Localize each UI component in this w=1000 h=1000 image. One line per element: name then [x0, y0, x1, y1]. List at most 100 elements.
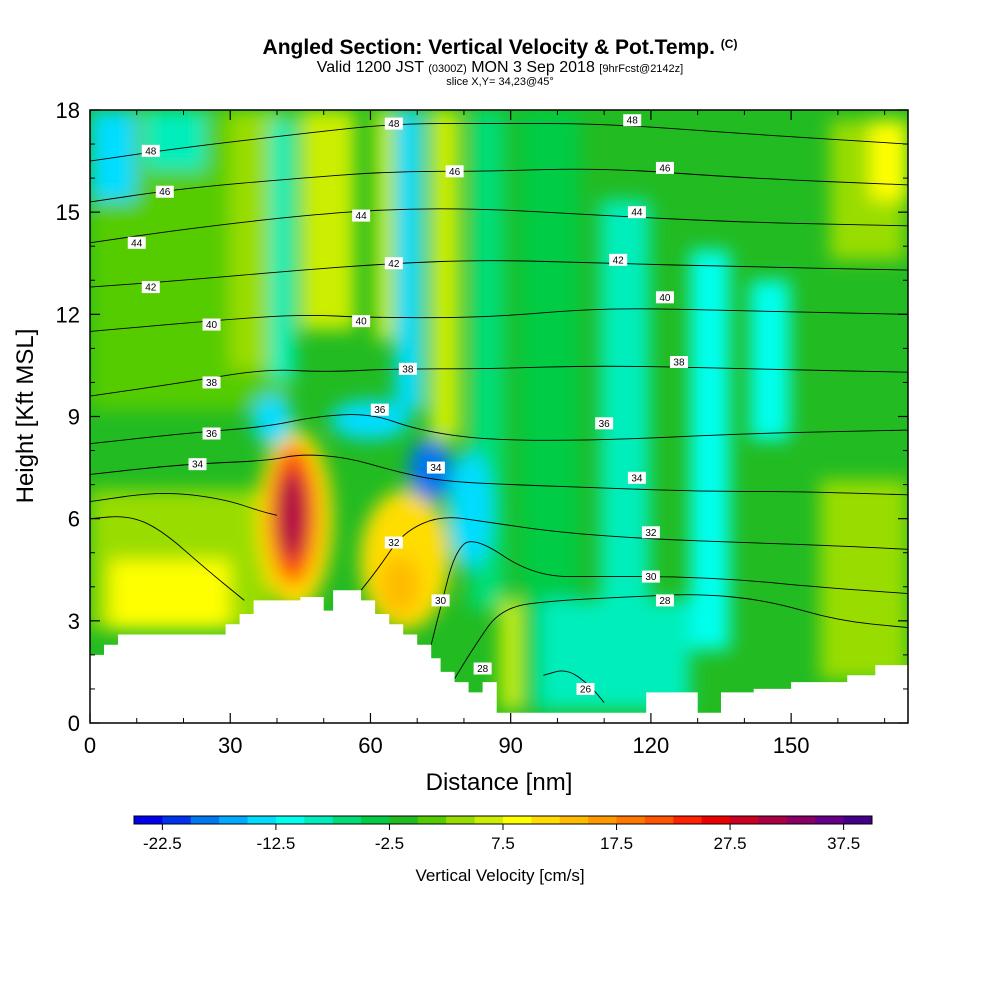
contour-label: 40 [655, 291, 674, 304]
theta-contour-34 [90, 454, 908, 496]
contour-label: 26 [576, 682, 595, 695]
velocity-blob [110, 560, 230, 630]
chart-title-main: Angled Section: Vertical Velocity & Pot.… [262, 36, 715, 59]
velocity-blob [90, 110, 135, 200]
contour-label-bg [609, 253, 628, 266]
contour-label-bg [595, 417, 614, 430]
theta-contour-44 [90, 208, 908, 244]
velocity-blob [375, 110, 393, 340]
colorbar-swatch [843, 816, 873, 824]
chart-title-mark: (C) [720, 37, 738, 51]
velocity-blob [690, 250, 730, 650]
contour-label: 44 [127, 236, 146, 249]
contour-label-bg [627, 206, 646, 219]
colorbar-swatch [701, 816, 731, 824]
colorbar-tick-label: -2.5 [375, 834, 404, 853]
colorbar-swatch [673, 816, 703, 824]
colorbar-swatch [730, 816, 759, 824]
contour-label: 34 [188, 458, 207, 471]
colorbar-swatch [588, 816, 618, 824]
contour-label-text: 30 [645, 572, 657, 583]
contour-label-bg [384, 117, 403, 130]
colorbar-swatch [162, 816, 192, 824]
y-tick-label: 18 [56, 98, 80, 123]
contour-label: 42 [141, 281, 160, 294]
contour-label-text: 34 [631, 473, 643, 484]
colorbar-tick-label: 37.5 [827, 834, 860, 853]
colorbar-swatch [389, 816, 419, 824]
y-tick-label: 3 [68, 609, 80, 634]
colorbar: -22.5 -12.5 -2.5 7.5 17.5 27.5 37.5 [133, 815, 873, 853]
contour-label-bg [141, 144, 160, 157]
contour-label-bg [641, 570, 660, 583]
terrain [90, 590, 908, 723]
colorbar-tick-label: 27.5 [714, 834, 747, 853]
contour-label-text: 38 [673, 358, 685, 369]
contour-label: 30 [641, 570, 660, 583]
y-tick-label: 0 [68, 711, 80, 736]
velocity-blob [252, 395, 292, 445]
contour-label-text: 38 [402, 364, 414, 375]
y-tick-label: 9 [68, 405, 80, 430]
contour-label: 34 [426, 461, 445, 474]
y-tick-label: 12 [56, 302, 80, 327]
contour-label-bg [576, 682, 595, 695]
updraft-core-inner [278, 470, 306, 560]
contour-label: 46 [155, 185, 174, 198]
contour-label-text: 34 [192, 460, 204, 471]
contour-label-text: 46 [449, 167, 461, 178]
velocity-blob [820, 480, 908, 680]
colorbar-swatch [644, 816, 674, 824]
theta-contour-48 [90, 123, 908, 162]
velocity-blob [330, 400, 410, 440]
contour-label-bg [352, 315, 371, 328]
velocity-blob [870, 120, 908, 200]
contour-label: 30 [431, 594, 450, 607]
contour-label: 42 [609, 253, 628, 266]
velocity-blob [430, 110, 460, 440]
colorbar-swatch [275, 816, 305, 824]
contour-label-bg [127, 236, 146, 249]
contour-label-text: 42 [613, 255, 625, 266]
contour-label: 36 [202, 427, 221, 440]
contour-label: 46 [445, 165, 464, 178]
contour-label: 28 [655, 594, 674, 607]
x-axis-title: Distance [nm] [426, 769, 573, 796]
colorbar-swatch [446, 816, 476, 824]
contour-label-text: 46 [659, 163, 671, 174]
colorbar-swatch [219, 816, 249, 824]
colorbar-swatch [503, 816, 532, 824]
contour-label: 48 [623, 114, 642, 127]
theta-contour-28 [454, 594, 908, 679]
contour-label-bg [655, 161, 674, 174]
contour-label: 40 [202, 318, 221, 331]
colorbar-tick-label: 17.5 [600, 834, 633, 853]
contour-label-text: 28 [659, 596, 671, 607]
velocity-blob [750, 280, 790, 440]
colorbar-tick-label: -22.5 [143, 834, 182, 853]
contour-label-text: 28 [477, 664, 489, 675]
colorbar-swatch [616, 816, 646, 824]
contour-label-text: 40 [659, 293, 671, 304]
contour-labels: 48 46 44 42 40 38 36 34 48 46 44 42 40 38 36 34 32 30 28 26… [127, 114, 688, 695]
contour-label: 38 [398, 362, 417, 375]
colorbar-swatch [559, 816, 589, 824]
colorbar-swatch [190, 816, 220, 824]
y-tick-label: 6 [68, 507, 80, 532]
theta-contour-36 [90, 414, 908, 445]
x-tick-label: 150 [773, 733, 810, 758]
theta-contour-32 [90, 493, 278, 516]
contour-label-bg [384, 257, 403, 270]
contour-label-bg [155, 185, 174, 198]
x-tick-label: 90 [498, 733, 522, 758]
contour-label-text: 40 [356, 317, 368, 328]
contour-label-bg [655, 291, 674, 304]
contour-label-text: 46 [159, 187, 171, 198]
contour-label-bg [445, 165, 464, 178]
x-tick-label: 0 [84, 733, 96, 758]
contour-label-bg [623, 114, 642, 127]
velocity-blob [540, 600, 690, 710]
contour-label: 38 [669, 356, 688, 369]
contour-label-bg [655, 594, 674, 607]
